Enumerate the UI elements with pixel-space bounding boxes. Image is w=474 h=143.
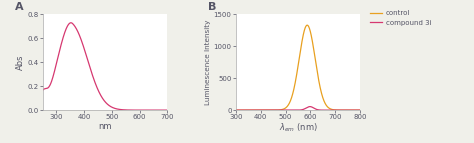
control <box>355 109 361 111</box>
control <box>233 109 238 111</box>
Line: control: control <box>236 25 360 110</box>
X-axis label: $\lambda_{em}$ (nm): $\lambda_{em}$ (nm) <box>279 122 318 134</box>
control <box>304 24 310 26</box>
compound 3i <box>281 109 286 111</box>
control <box>255 109 260 111</box>
Text: B: B <box>208 2 217 12</box>
compound 3i <box>255 109 260 111</box>
Line: compound 3i: compound 3i <box>236 107 360 110</box>
compound 3i <box>247 109 253 111</box>
compound 3i <box>342 109 347 111</box>
compound 3i <box>307 106 313 107</box>
compound 3i <box>355 109 361 111</box>
control <box>281 108 286 110</box>
X-axis label: nm: nm <box>98 122 112 131</box>
control <box>247 109 253 111</box>
Legend: control, compound 3i: control, compound 3i <box>370 10 431 26</box>
control <box>342 109 347 111</box>
compound 3i <box>286 109 292 111</box>
compound 3i <box>357 109 363 111</box>
Y-axis label: Abs: Abs <box>16 54 25 70</box>
compound 3i <box>233 109 238 111</box>
Text: A: A <box>15 2 24 12</box>
control <box>286 103 292 105</box>
Y-axis label: Luminescence Intensity: Luminescence Intensity <box>205 19 211 105</box>
control <box>357 109 363 111</box>
